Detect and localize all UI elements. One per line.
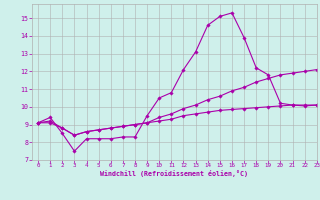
X-axis label: Windchill (Refroidissement éolien,°C): Windchill (Refroidissement éolien,°C) bbox=[100, 170, 248, 177]
